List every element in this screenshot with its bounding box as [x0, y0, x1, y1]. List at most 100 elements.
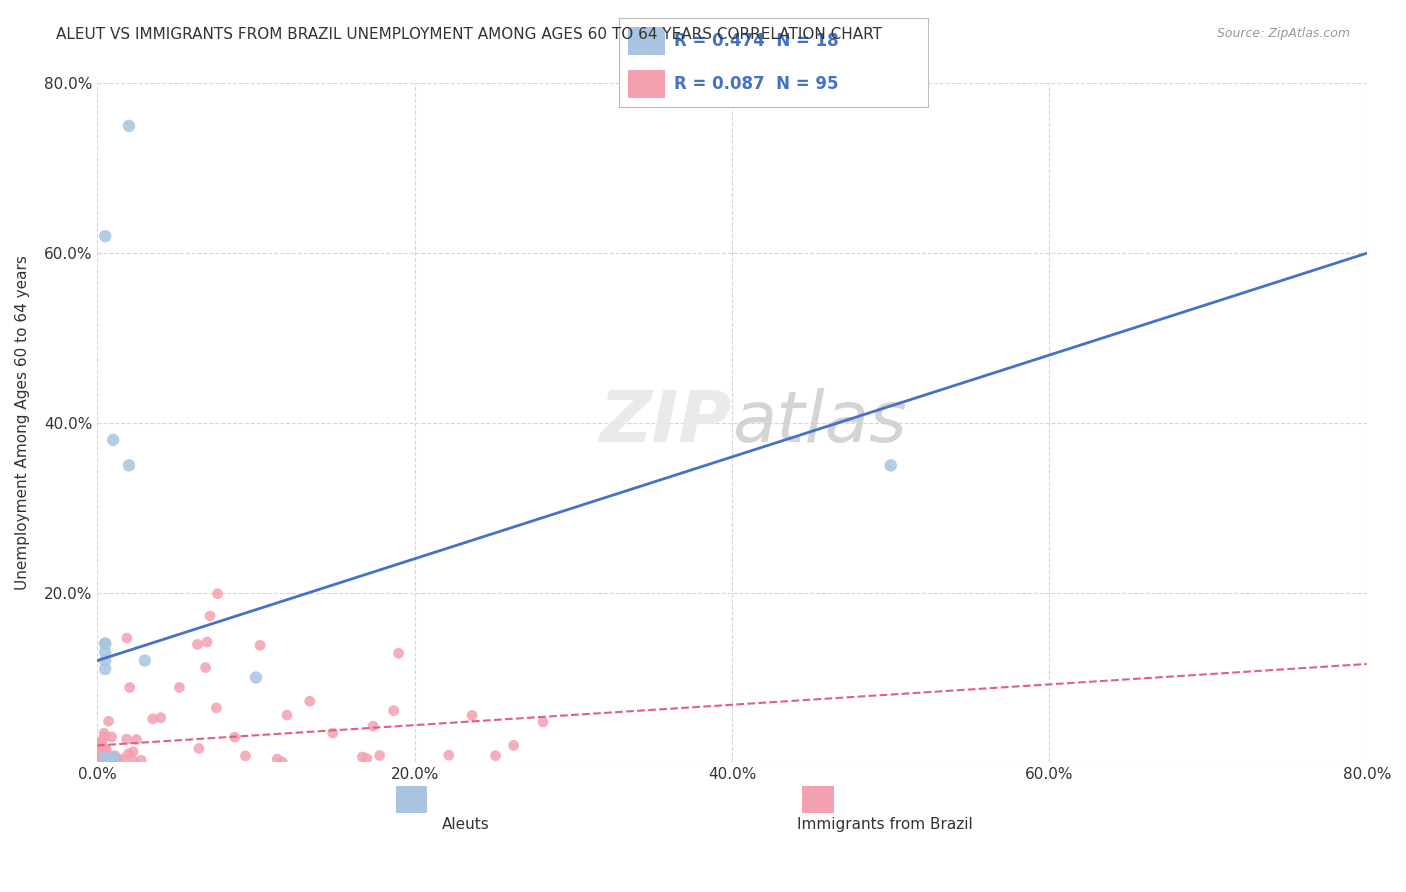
Point: [249, 638, 271, 652]
Point: [94, 751, 117, 765]
Point: [87, 755, 110, 769]
Point: [94, 753, 117, 767]
Point: [87, 756, 110, 770]
Point: [94, 637, 117, 651]
Point: [98, 754, 121, 768]
Point: [322, 726, 344, 740]
Point: [87, 751, 110, 765]
Point: [89, 751, 111, 765]
Point: [91, 751, 114, 765]
Point: [98, 749, 121, 764]
Point: [115, 732, 138, 747]
Text: R = 0.474  N = 18: R = 0.474 N = 18: [675, 32, 839, 50]
FancyBboxPatch shape: [628, 27, 665, 55]
Point: [86, 750, 108, 764]
Point: [142, 712, 165, 726]
Point: [94, 751, 117, 765]
Point: [89, 746, 111, 760]
Point: [89, 751, 111, 765]
Point: [502, 739, 524, 753]
Point: [87, 748, 110, 763]
Point: [100, 730, 122, 744]
FancyBboxPatch shape: [395, 786, 427, 814]
Point: [437, 748, 460, 763]
Point: [388, 646, 411, 660]
Point: [129, 753, 152, 767]
Point: [361, 719, 384, 733]
Text: R = 0.087  N = 95: R = 0.087 N = 95: [675, 75, 839, 93]
Point: [94, 645, 117, 659]
Point: [87, 755, 110, 769]
Point: [105, 752, 128, 766]
Point: [87, 751, 110, 765]
Point: [91, 754, 114, 768]
Point: [118, 681, 141, 695]
Point: [195, 635, 218, 649]
Text: Source: ZipAtlas.com: Source: ZipAtlas.com: [1216, 27, 1350, 40]
Point: [118, 458, 141, 473]
Point: [101, 433, 124, 447]
Point: [94, 662, 117, 676]
Point: [104, 756, 127, 770]
Point: [87, 753, 110, 767]
Point: [105, 754, 128, 768]
Point: [205, 700, 228, 714]
Point: [94, 637, 117, 651]
Point: [194, 660, 217, 674]
Point: [86, 741, 108, 756]
Point: [235, 748, 257, 763]
Point: [89, 756, 111, 770]
Point: [90, 754, 112, 768]
Point: [266, 752, 288, 766]
Point: [101, 754, 124, 768]
Point: [382, 704, 405, 718]
Point: [115, 631, 138, 645]
Point: [89, 755, 111, 769]
Point: [97, 755, 120, 769]
Text: ALEUT VS IMMIGRANTS FROM BRAZIL UNEMPLOYMENT AMONG AGES 60 TO 64 YEARS CORRELATI: ALEUT VS IMMIGRANTS FROM BRAZIL UNEMPLOY…: [56, 27, 882, 42]
Point: [94, 751, 117, 765]
Point: [352, 750, 374, 764]
Point: [186, 637, 208, 651]
Point: [461, 708, 484, 723]
Point: [93, 726, 115, 740]
Text: Immigrants from Brazil: Immigrants from Brazil: [797, 817, 973, 831]
Text: ZIP: ZIP: [600, 388, 733, 458]
Point: [112, 752, 135, 766]
Point: [91, 755, 114, 769]
Text: Aleuts: Aleuts: [441, 817, 489, 831]
Point: [93, 740, 115, 755]
Point: [101, 751, 124, 765]
Point: [207, 587, 229, 601]
FancyBboxPatch shape: [801, 786, 834, 814]
Point: [94, 742, 117, 756]
Point: [89, 740, 111, 755]
Point: [149, 711, 172, 725]
Point: [104, 748, 127, 763]
Point: [224, 730, 246, 744]
Point: [96, 753, 118, 767]
Point: [125, 732, 148, 747]
Point: [97, 754, 120, 768]
Point: [93, 755, 115, 769]
Point: [117, 747, 139, 761]
Point: [187, 741, 209, 756]
Point: [356, 751, 378, 765]
Point: [89, 755, 111, 769]
Text: atlas: atlas: [733, 388, 907, 458]
Point: [298, 694, 321, 708]
Point: [90, 737, 112, 751]
Point: [96, 742, 118, 756]
Point: [122, 754, 145, 768]
FancyBboxPatch shape: [628, 70, 665, 98]
Point: [86, 756, 108, 770]
Point: [122, 745, 145, 759]
Point: [169, 681, 191, 695]
Point: [87, 756, 110, 770]
Point: [101, 751, 124, 765]
Point: [86, 754, 108, 768]
Point: [90, 754, 112, 768]
Point: [94, 750, 117, 764]
Point: [91, 740, 114, 755]
Point: [90, 735, 112, 749]
